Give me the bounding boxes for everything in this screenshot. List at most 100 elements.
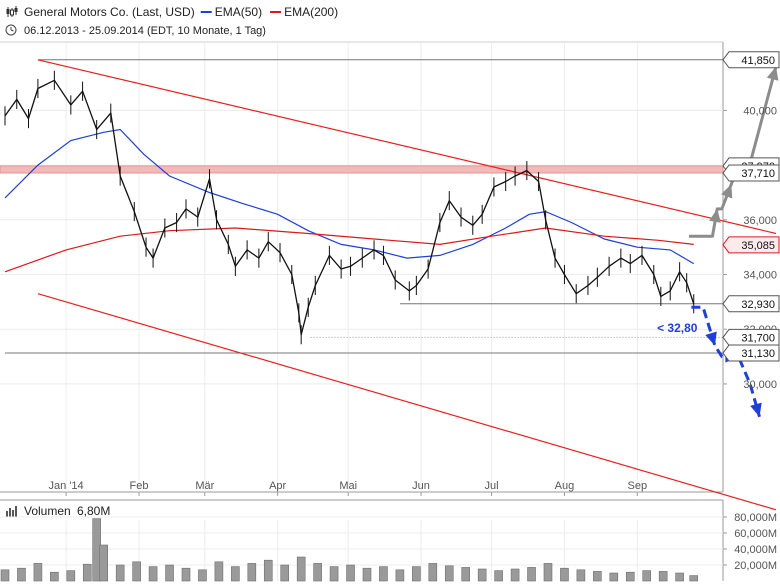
volume-bar [99, 544, 109, 582]
ema200-line [4, 227, 694, 273]
volume-bar [444, 565, 454, 582]
volume-bar [593, 571, 602, 582]
price-tag-label: 35,085 [741, 240, 775, 252]
price-tag: 35,085 [722, 236, 780, 254]
volume-bar [33, 563, 43, 582]
volume-tick-label: 60,000M [734, 528, 777, 540]
y-tick-label: 40,000 [743, 105, 777, 117]
ema-lines [4, 128, 695, 273]
volume-bar [115, 564, 125, 582]
forecast-down-arrow-head [705, 331, 717, 346]
price-tag-label: 31,700 [741, 332, 775, 344]
volume-bar [263, 559, 273, 582]
x-tick-label: Jun [412, 480, 430, 492]
volume-icon [6, 506, 17, 517]
volume-bar [494, 570, 503, 582]
price-tag: 31,700 [722, 328, 780, 346]
price-tag-label: 31,130 [741, 348, 775, 360]
candlestick-icon [6, 6, 18, 17]
volume-bar [689, 575, 699, 582]
price-tag-label: 41,850 [741, 55, 775, 67]
volume-tick-label: 80,000M [734, 512, 777, 524]
price-tag-box [722, 236, 780, 254]
price-tag-box [722, 51, 780, 69]
volume-bar [66, 570, 76, 582]
volume-bar [132, 561, 141, 582]
volume-bar [675, 572, 684, 582]
instrument-title: General Motors Co. (Last, USD) [24, 5, 195, 19]
volume-bar [412, 566, 421, 582]
price-labels: 41,85037,97037,71035,08532,93031,70031,1… [722, 51, 780, 362]
x-tick-label: Feb [130, 480, 149, 492]
volume-bar [362, 567, 372, 582]
forecast-up-arrow-head [709, 208, 721, 223]
price-series [4, 70, 695, 345]
x-tick-label: Mär [195, 480, 214, 492]
volume-bar [313, 563, 322, 582]
volume-bar [510, 568, 520, 582]
ema50-line [4, 128, 695, 265]
volume-bar [329, 566, 339, 582]
volume-bar [527, 567, 536, 582]
volume-bar [296, 556, 306, 582]
time-axis: Jan '14 Feb Mär Apr Mai Jun Jul Aug Sep [49, 480, 648, 496]
volume-bar [198, 569, 207, 582]
volume-bar [395, 569, 405, 582]
volume-title: Volumen [24, 504, 71, 518]
y-tick-label: 30,000 [743, 379, 777, 391]
volume-bar [280, 564, 290, 582]
price-tag-box [722, 328, 780, 346]
price-tag: 32,930 [722, 295, 780, 313]
volume-bar [576, 569, 586, 582]
price-tag-label: 32,930 [741, 299, 775, 311]
volume-bar [181, 567, 191, 582]
resistance-zone [0, 165, 724, 174]
chart-header: General Motors Co. (Last, USD) EMA(50) E… [5, 5, 338, 37]
x-tick-label: Jul [485, 480, 499, 492]
grid [0, 41, 724, 493]
forecast-up-arrow [689, 66, 779, 238]
volume-bar [0, 569, 10, 582]
volume-bar [461, 567, 471, 582]
x-tick-label: Jan '14 [49, 480, 84, 492]
y-tick-label: 36,000 [743, 215, 777, 227]
forecast-up-arrow-head [766, 66, 779, 81]
volume-bar [346, 564, 355, 582]
volume-bar [625, 571, 635, 582]
trendlines [37, 59, 777, 511]
volume-bar [17, 567, 26, 582]
volume-bar [214, 561, 224, 582]
volume-tick-label: 40,000M [734, 544, 777, 556]
volume-bar [658, 571, 668, 582]
volume-bar [247, 563, 257, 582]
volume-bar [477, 568, 487, 582]
volume-bar [379, 566, 388, 582]
ema50-legend-label: EMA(50) [215, 5, 262, 19]
volume-bar [609, 572, 619, 582]
price-tag: 41,850 [722, 51, 780, 69]
lower-trendline [37, 293, 777, 511]
volume-bar [231, 566, 240, 582]
volume-axis: 20,000M 40,000M 60,000M 80,000M [723, 512, 777, 572]
annotation-label: < 32,80 [657, 321, 698, 335]
period-label: 06.12.2013 - 25.09.2014 (EDT, 10 Monate,… [24, 25, 266, 37]
forecast-up-arrow-head [721, 184, 733, 199]
price-tag: 31,130 [722, 344, 780, 362]
upper-trendline [37, 59, 777, 235]
volume-bar [82, 563, 92, 582]
price-tag: 37,710 [722, 164, 780, 182]
reference-lines [5, 59, 723, 354]
x-tick-label: Aug [555, 480, 575, 492]
x-tick-label: Sep [628, 480, 648, 492]
volume-bar [165, 564, 174, 582]
volume-bars [0, 518, 699, 582]
volume-bar [50, 571, 59, 582]
volume-tick-label: 20,000M [734, 560, 777, 572]
volume-bar [642, 570, 652, 582]
price-line [4, 79, 695, 336]
forecast-down-arrow-path [691, 305, 761, 418]
volume-bar [148, 566, 158, 582]
price-tag-box [722, 164, 780, 182]
